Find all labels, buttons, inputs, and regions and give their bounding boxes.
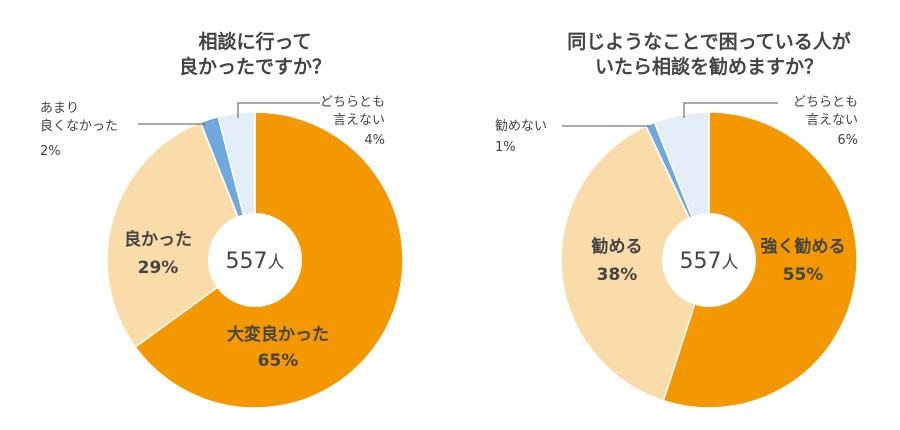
chart-2-slice-4-value: 6%: [837, 133, 858, 148]
chart-2-slice-1-label-line: 強く勧める: [761, 236, 846, 257]
chart-1-slice-1-value: 65%: [258, 351, 299, 371]
chart-2-slice-4-leader-line: [683, 102, 778, 118]
chart-2-slice-3-label: 勧めない: [495, 118, 547, 134]
chart-1-slice-3-label-line: あまり: [40, 101, 79, 116]
chart-2-slice-4-label-line: どちらとも: [793, 95, 858, 110]
center-total-unit: 人: [268, 253, 285, 273]
center-total-unit: 人: [722, 253, 739, 273]
chart-2-title-line: いたら相談を勧めますか？: [595, 55, 823, 78]
center-total-value: 557: [226, 249, 268, 274]
chart-1-slice-1-label-line: 大変良かった: [227, 324, 329, 345]
chart-2-center-hole: [662, 213, 756, 307]
chart-1-slice-3-value: 2%: [40, 144, 61, 159]
chart-1-center-hole: [208, 213, 302, 307]
chart-1-slice-3-label-line: 良くなかった: [40, 118, 118, 134]
chart-1-slice-4-label: どちらとも言えない: [320, 95, 385, 128]
chart-1-slice-2-label-line: 良かった: [124, 229, 192, 250]
chart-2-slice-1-label: 強く勧める: [761, 236, 846, 257]
chart-2-title-line: 同じようなことで困っている人が: [567, 30, 850, 53]
chart-2-center-total: 557人: [680, 249, 739, 274]
chart-2-slice-4-label-line: 言えない: [806, 113, 858, 128]
chart-1-title-line: 相談に行って: [198, 30, 311, 53]
center-total-value: 557: [680, 249, 722, 274]
chart-2-slice-2-value: 38%: [597, 265, 638, 285]
chart-1-slice-4-label-line: 言えない: [333, 113, 385, 128]
chart-1-title-line: 良かったですか？: [179, 55, 331, 78]
chart-1-title: 相談に行って良かったですか？: [179, 30, 331, 78]
chart-1-slice-4-leader-line: [237, 102, 320, 118]
chart-2-slice-4-label: どちらとも言えない: [793, 95, 858, 128]
chart-2-slice-3-value: 1%: [495, 140, 516, 155]
chart-2-slice-2-label-line: 勧める: [592, 236, 643, 257]
chart-1-center-total: 557人: [226, 249, 285, 274]
chart-2-slice-1: [662, 111, 858, 409]
chart-2-slice-1-value: 55%: [783, 265, 824, 285]
chart-1-slice-1-label: 大変良かった: [227, 324, 329, 345]
chart-2-slice-3-label-line: 勧めない: [495, 118, 547, 134]
chart-1-slice-3-label: あまり良くなかった: [40, 101, 118, 134]
chart-2-slice-2: [560, 125, 710, 402]
chart-1-slice-2: [106, 121, 256, 349]
chart-1-slice-2-label: 良かった: [124, 229, 192, 250]
chart-1-slice-4-label-line: どちらとも: [320, 95, 385, 110]
chart-2-slice-2-label: 勧める: [592, 236, 643, 257]
chart-1-slice-4-value: 4%: [364, 133, 385, 148]
chart-2-title: 同じようなことで困っている人がいたら相談を勧めますか？: [567, 30, 850, 78]
chart-1-slice-2-value: 29%: [138, 258, 179, 278]
